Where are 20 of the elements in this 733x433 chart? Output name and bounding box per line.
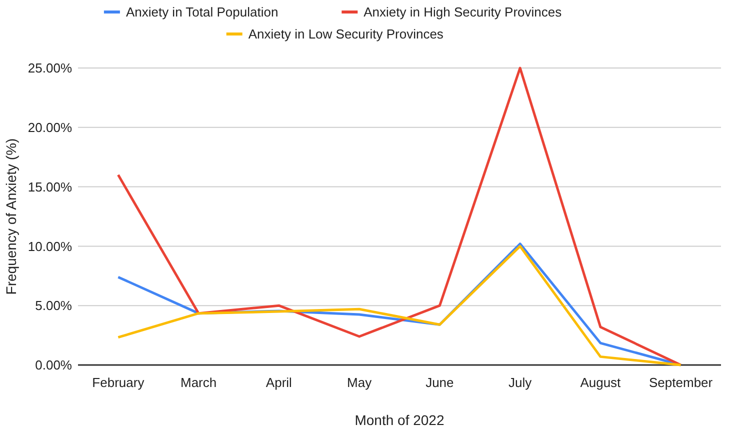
y-tick-label: 15.00% xyxy=(28,179,72,194)
y-tick-label: 5.00% xyxy=(35,298,72,314)
line-series xyxy=(116,66,682,366)
y-tick-label: 0.00% xyxy=(35,358,72,373)
legend-label: Anxiety in Total Population xyxy=(126,4,278,20)
x-tick-label: August xyxy=(580,375,622,390)
x-tick-label: March xyxy=(180,375,217,390)
x-tick-label: May xyxy=(347,375,372,390)
x-axis-title: Month of 2022 xyxy=(354,412,444,428)
x-tick-label: February xyxy=(92,375,145,390)
legend-label: Anxiety in Low Security Provinces xyxy=(248,26,444,42)
x-tick-label: June xyxy=(426,375,454,390)
y-axis-title: Frequency of Anxiety (%) xyxy=(3,138,19,295)
x-tick-label: April xyxy=(266,375,292,390)
x-tick-label: September xyxy=(649,375,714,390)
y-tick-label: 10.00% xyxy=(28,238,72,254)
x-tick-label: July xyxy=(508,375,532,390)
legend-label: Anxiety in High Security Provinces xyxy=(364,4,562,20)
y-tick-label: 20.00% xyxy=(28,120,72,135)
y-tick-label: 25.00% xyxy=(28,60,72,76)
